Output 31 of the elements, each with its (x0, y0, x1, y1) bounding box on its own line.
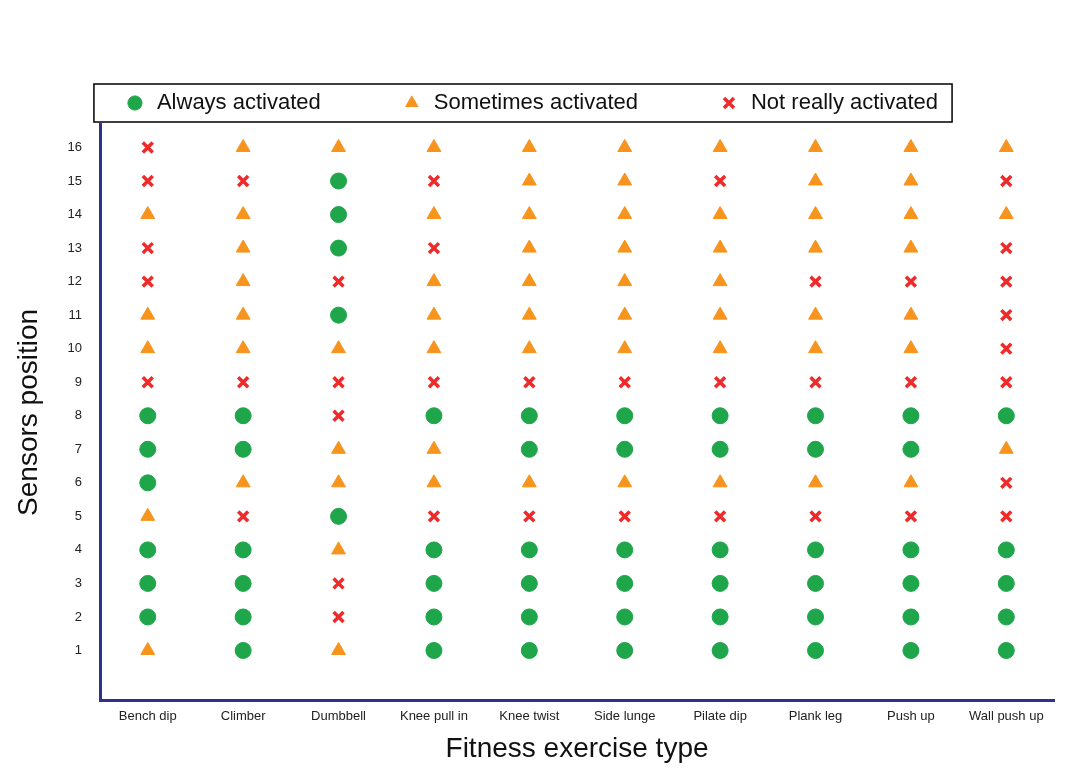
x-axis-title: Fitness exercise type (445, 731, 709, 763)
y-tick-label: 1 (74, 642, 83, 658)
y-tick-label: 6 (74, 474, 83, 490)
y-tick-label: 5 (74, 507, 83, 523)
x-tick-label: Bench dip (118, 708, 177, 724)
y-tick-label: 11 (68, 306, 83, 322)
legend-label: Not really activated (750, 89, 939, 115)
legend-label: Always activated (156, 89, 321, 115)
y-tick-label: 3 (74, 575, 83, 591)
y-tick-label: 14 (67, 206, 83, 222)
y-tick-label: 4 (74, 541, 83, 557)
y-tick-label: 15 (67, 172, 83, 188)
y-tick-label: 2 (74, 608, 83, 624)
x-tick-label: Knee twist (499, 708, 560, 724)
y-axis-title: Sensors position (11, 308, 43, 516)
x-tick-label: Knee pull in (399, 708, 468, 724)
x-tick-label: Dumbbell (311, 708, 367, 724)
y-tick-label: 9 (74, 373, 83, 389)
x-tick-label: Climber (220, 708, 267, 724)
x-tick-label: Side lunge (594, 708, 656, 724)
y-tick-label: 13 (67, 239, 83, 255)
y-tick-label: 8 (74, 407, 83, 423)
y-tick-label: 10 (67, 340, 83, 356)
y-tick-label: 12 (67, 273, 83, 289)
y-tick-label: 16 (67, 139, 83, 155)
x-tick-label: Wall push up (968, 708, 1044, 724)
x-tick-label: Push up (887, 708, 935, 724)
y-tick-label: 7 (74, 440, 83, 456)
x-tick-label: Plank leg (788, 708, 843, 724)
legend-label: Sometimes activated (433, 89, 638, 115)
x-tick-label: Pilate dip (693, 708, 747, 724)
